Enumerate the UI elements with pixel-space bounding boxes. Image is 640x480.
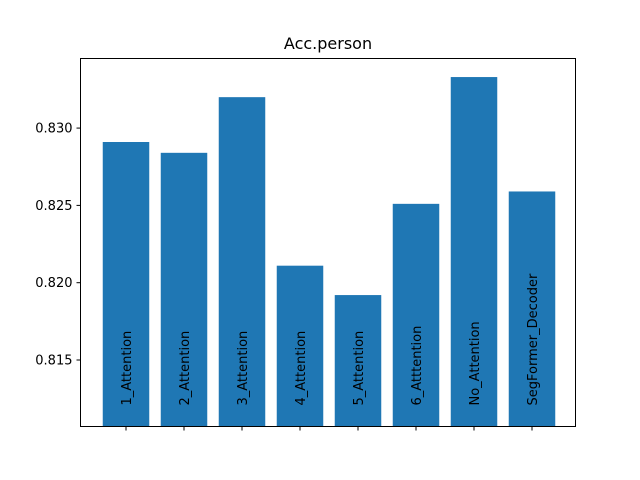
bar-6_Atttention	[392, 203, 440, 427]
y-tick-label: 0.830	[35, 122, 72, 137]
x-axis	[125, 426, 533, 431]
bar-category-label: 6_Atttention	[410, 326, 425, 406]
bar-category-label: 3_Attention	[236, 331, 251, 406]
y-tick-label: 0.815	[35, 354, 72, 369]
bar-labels-group: 1_Attention 2_Attention 3_Attention 4_Atten…	[120, 273, 541, 405]
y-tick-label: 0.820	[35, 276, 72, 291]
bar-4_Attention	[276, 265, 324, 427]
bar-category-label: 5_Attention	[352, 331, 367, 406]
plot-frame	[80, 58, 576, 427]
bar-5_Attention	[334, 295, 382, 427]
bar-SegFormer_Decoder	[508, 191, 556, 427]
bar-category-label: 1_Attention	[120, 331, 135, 406]
bar-1_Attention	[102, 142, 150, 427]
bar-category-label: SegFormer_Decoder	[526, 273, 541, 405]
bar-category-label: 4_Attention	[294, 331, 309, 406]
bar-No_Attention	[450, 77, 498, 427]
y-axis: 0.815 0.820 0.825 0.830	[35, 122, 81, 369]
bar-3_Attention	[218, 97, 266, 427]
y-tick-label: 0.825	[35, 199, 72, 214]
bar-category-label: 2_Attention	[178, 331, 193, 406]
bar-category-label: No_Attention	[468, 321, 483, 405]
bars-group	[102, 77, 556, 427]
bar-2_Attention	[160, 152, 208, 427]
chart-title: Acc.person	[284, 34, 372, 53]
